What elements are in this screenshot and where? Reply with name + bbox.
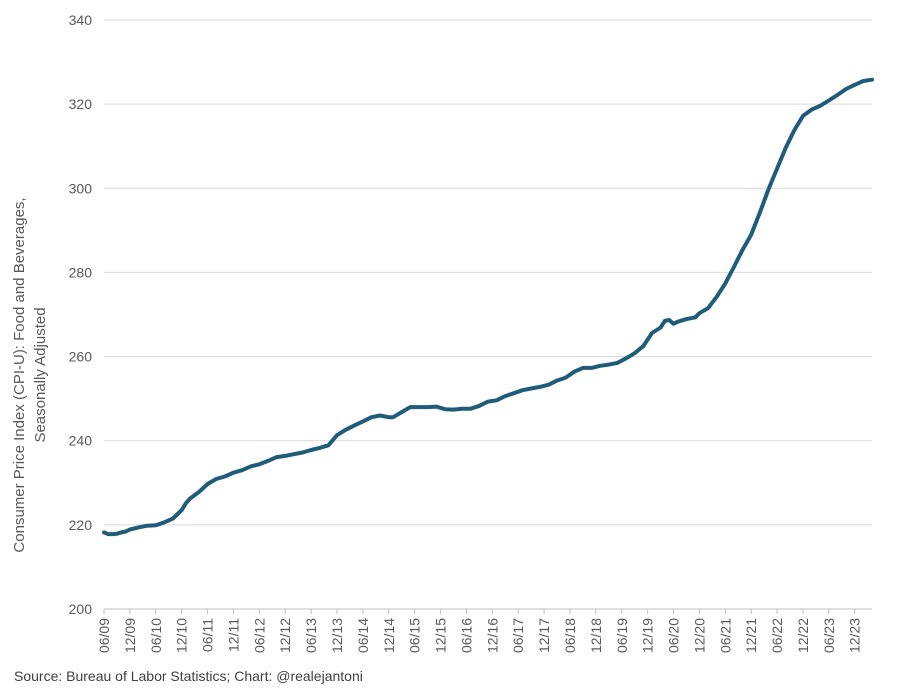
x-tick-label: 06/10: [148, 618, 164, 653]
y-tick-label: 280: [69, 264, 93, 280]
x-tick-label: 12/20: [691, 618, 707, 653]
x-tick-label: 06/11: [200, 618, 216, 652]
x-tick-label: 06/16: [458, 618, 474, 653]
x-tick-label: 06/20: [666, 618, 682, 653]
x-tick-label: 06/19: [614, 618, 630, 653]
x-tick-label: 12/18: [588, 618, 604, 653]
x-tick-label: 06/14: [355, 618, 371, 653]
x-tick-label: 12/11: [225, 618, 241, 652]
y-axis-label-line-1: Consumer Price Index (CPI-U): Food and B…: [11, 197, 28, 552]
x-tick-label: 06/12: [251, 618, 267, 653]
x-tick-label: 12/21: [743, 618, 759, 653]
x-tick-label: 12/13: [329, 618, 345, 653]
y-tick-label: 200: [69, 601, 93, 617]
x-tick-label: 12/22: [795, 618, 811, 653]
y-axis-ticks: 200 220 240 260 280 300 320 340: [69, 12, 93, 617]
x-axis: 06/09 12/09 06/10 12/10 06/11 12/11 06/12 12/12…: [96, 609, 863, 653]
y-tick-label: 240: [69, 433, 93, 449]
x-tick-label: 06/15: [407, 618, 423, 653]
y-axis-label: Consumer Price Index (CPI-U): Food and B…: [11, 197, 49, 552]
x-tick-label: 12/10: [174, 618, 190, 653]
x-tick-label: 06/23: [821, 618, 837, 653]
x-tick-label: 06/22: [769, 618, 785, 653]
y-tick-label: 340: [69, 12, 93, 28]
x-tick-label: 06/13: [303, 618, 319, 653]
x-tick-label: 06/09: [96, 618, 112, 653]
x-tick-label: 12/19: [640, 618, 656, 653]
x-tick-label: 06/18: [562, 618, 578, 653]
series-line: [102, 77, 874, 537]
x-tick-label: 06/17: [510, 618, 526, 653]
y-axis-label-line-2: Seasonally Adjusted: [32, 307, 49, 442]
gridlines: [104, 19, 872, 610]
x-tick-label: 12/23: [847, 618, 863, 653]
y-tick-label: 300: [69, 180, 93, 196]
x-tick-label: 12/17: [536, 618, 552, 653]
x-tick-label: 12/14: [381, 618, 397, 653]
y-tick-label: 320: [69, 96, 93, 112]
x-tick-label: 12/12: [277, 618, 293, 653]
x-tick-label: 12/09: [122, 618, 138, 653]
source-note: Source: Bureau of Labor Statistics; Char…: [14, 668, 363, 684]
x-tick-label: 12/16: [484, 618, 500, 653]
y-tick-label: 220: [69, 517, 93, 533]
x-tick-label: 12/15: [433, 618, 449, 653]
data-series: [102, 77, 874, 537]
x-tick-label: 06/21: [717, 618, 733, 653]
y-tick-label: 260: [69, 349, 93, 365]
